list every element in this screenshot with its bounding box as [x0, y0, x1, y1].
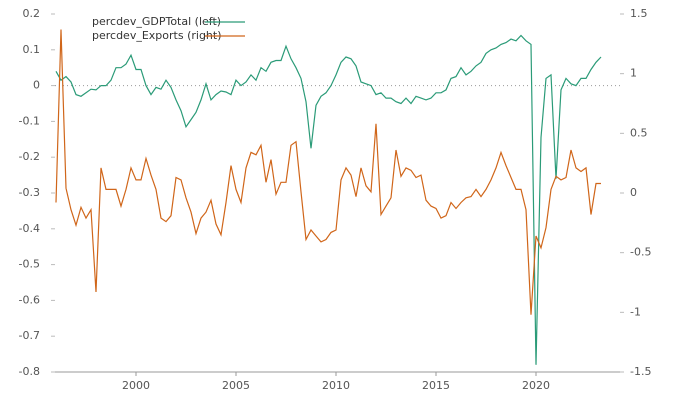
y-tick-label: -0.1 [19, 114, 40, 127]
x-tick-label: 2015 [422, 379, 450, 392]
x-tick-label: 2010 [322, 379, 350, 392]
series-line [55, 34, 602, 365]
x-tick-label: 2020 [522, 379, 550, 392]
legend-label: percdev_GDPTotal (left) [92, 15, 221, 28]
y2-tick-label: -1 [630, 305, 641, 318]
y-tick-label: -0.7 [19, 329, 40, 342]
legend-label: percdev_Exports (right) [92, 29, 222, 42]
y2-tick-label: 0.5 [630, 126, 648, 139]
y2-tick-label: 1.5 [630, 7, 648, 20]
y2-tick-label: -0.5 [630, 246, 651, 259]
series-line [55, 29, 601, 315]
y-tick-label: 0 [33, 79, 40, 92]
y-tick-label: 0.2 [23, 7, 41, 20]
x-tick-label: 2000 [122, 379, 150, 392]
y2-tick-label: 0 [630, 186, 637, 199]
y-tick-label: -0.3 [19, 186, 40, 199]
y-tick-label: -0.2 [19, 150, 40, 163]
legend: percdev_GDPTotal (left)percdev_Exports (… [92, 15, 245, 42]
y-tick-label: -0.6 [19, 293, 40, 306]
y-tick-label: -0.5 [19, 258, 40, 271]
y-tick-label: -0.8 [19, 365, 40, 378]
y-tick-label: -0.4 [19, 222, 40, 235]
x-tick-label: 2005 [222, 379, 250, 392]
y2-tick-label: 1 [630, 67, 637, 80]
y2-tick-label: -1.5 [630, 365, 651, 378]
y-tick-label: 0.1 [23, 43, 41, 56]
